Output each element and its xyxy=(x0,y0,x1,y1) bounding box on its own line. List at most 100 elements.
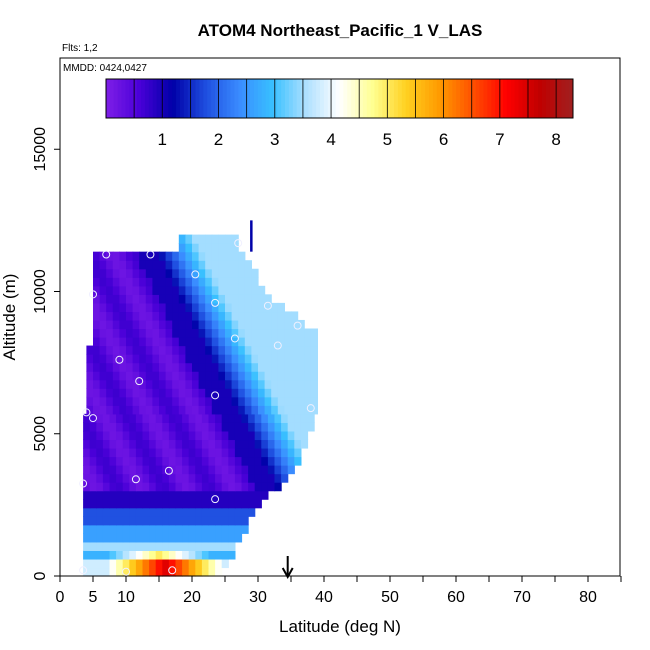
heatmap-cell xyxy=(132,285,140,295)
heatmap-cell xyxy=(126,268,134,278)
heatmap-cell xyxy=(99,388,107,398)
heatmap-cell xyxy=(297,371,305,381)
heatmap-cell xyxy=(244,379,252,389)
heatmap-cell xyxy=(89,422,97,432)
heatmap-cell xyxy=(99,311,107,321)
heatmap-cell xyxy=(93,362,101,372)
heatmap-cell xyxy=(248,507,256,517)
heatmap-cell xyxy=(182,541,190,551)
heatmap-cell xyxy=(178,294,186,304)
heatmap-cell xyxy=(89,413,97,423)
heatmap-cell xyxy=(122,465,130,475)
heatmap-cell xyxy=(178,379,186,389)
heatmap-cell xyxy=(310,371,318,381)
heatmap-cell xyxy=(129,490,137,500)
heatmap-cell xyxy=(267,439,276,449)
heatmap-cell xyxy=(310,345,318,355)
heatmap-cell xyxy=(300,430,309,441)
heatmap-cell xyxy=(264,371,272,381)
observation-point xyxy=(164,466,173,475)
colorbar-segment xyxy=(370,79,376,118)
heatmap-cell xyxy=(238,362,246,372)
colorbar-segment xyxy=(176,79,181,118)
heatmap-cell xyxy=(192,294,200,304)
heatmap-cell xyxy=(83,430,91,441)
heatmap-cell xyxy=(277,396,285,406)
heatmap-cell xyxy=(238,337,246,347)
heatmap-cell xyxy=(132,319,140,330)
heatmap-cell xyxy=(234,439,243,449)
heatmap-cell xyxy=(201,533,210,543)
heatmap-cell xyxy=(182,558,190,569)
heatmap-cell xyxy=(139,268,147,278)
heatmap-cell xyxy=(284,371,292,381)
heatmap-cell xyxy=(149,499,157,509)
heatmap-cell xyxy=(122,541,130,551)
heatmap-cell xyxy=(195,524,203,534)
heatmap-cell xyxy=(122,456,130,466)
heatmap-cell xyxy=(188,558,196,569)
observation-point xyxy=(131,475,140,484)
heatmap-cell xyxy=(89,541,97,551)
observation-point xyxy=(293,321,302,330)
heatmap-cell xyxy=(172,302,180,313)
heatmap-cell xyxy=(205,268,213,278)
heatmap-cell xyxy=(155,490,163,500)
colorbar-segment xyxy=(234,79,239,118)
heatmap-cell xyxy=(116,499,124,509)
colorbar-tick-label: 4 xyxy=(326,130,335,149)
heatmap-cell xyxy=(182,550,190,560)
chart-title: ATOM4 Northeast_Pacific_1 V_LAS xyxy=(198,21,483,40)
heatmap-cell xyxy=(152,251,160,261)
heatmap-cell xyxy=(126,362,134,372)
heatmap-cell xyxy=(225,294,233,304)
heatmap-cell xyxy=(225,277,233,287)
heatmap-cell xyxy=(145,277,153,287)
heatmap-cell xyxy=(178,268,186,278)
heatmap-cell xyxy=(139,319,147,330)
colorbar-segment xyxy=(518,79,523,118)
colorbar-segment xyxy=(429,79,434,118)
heatmap-cell xyxy=(284,405,292,415)
heatmap-cell xyxy=(198,260,206,270)
heatmap-cell xyxy=(274,422,282,432)
heatmap-cell xyxy=(215,473,223,483)
heatmap-cell xyxy=(231,302,239,313)
heatmap-cell xyxy=(192,388,200,398)
heatmap-cell xyxy=(168,524,177,534)
heatmap-cell xyxy=(145,388,153,398)
heatmap-cell xyxy=(168,439,177,449)
heatmap-cell xyxy=(261,473,269,483)
heatmap-cell xyxy=(149,550,157,560)
heatmap-cell xyxy=(274,413,282,423)
heatmap-cell xyxy=(109,524,117,534)
heatmap-cell xyxy=(297,328,305,338)
heatmap-cell xyxy=(198,379,206,389)
heatmap-cell xyxy=(198,251,206,261)
heatmap-cell xyxy=(244,294,252,304)
colorbar-segment xyxy=(148,79,154,118)
heatmap-cell xyxy=(172,379,180,389)
heatmap-cell xyxy=(231,260,239,270)
heatmap-cell xyxy=(175,533,183,543)
heatmap-cell xyxy=(145,251,153,261)
heatmap-cell xyxy=(168,482,177,492)
heatmap-cell xyxy=(188,482,196,492)
heatmap-cell xyxy=(132,302,140,313)
colorbar-segment xyxy=(156,79,161,118)
x-tick-label: 5 xyxy=(89,589,98,606)
heatmap-cell xyxy=(122,558,130,569)
heatmap-cell xyxy=(93,311,101,321)
heatmap-cell xyxy=(231,362,239,372)
heatmap-cell xyxy=(159,260,167,270)
heatmap-cell xyxy=(211,388,219,398)
heatmap-cell xyxy=(178,396,186,406)
heatmap-cell xyxy=(215,507,223,517)
heatmap-cell xyxy=(254,447,262,458)
heatmap-cell xyxy=(165,354,173,364)
observation-point xyxy=(211,495,220,504)
heatmap-cell xyxy=(119,285,127,295)
colorbar-tick-label: 1 xyxy=(158,130,167,149)
heatmap-cell xyxy=(188,499,196,509)
heatmap-cell xyxy=(159,302,167,313)
